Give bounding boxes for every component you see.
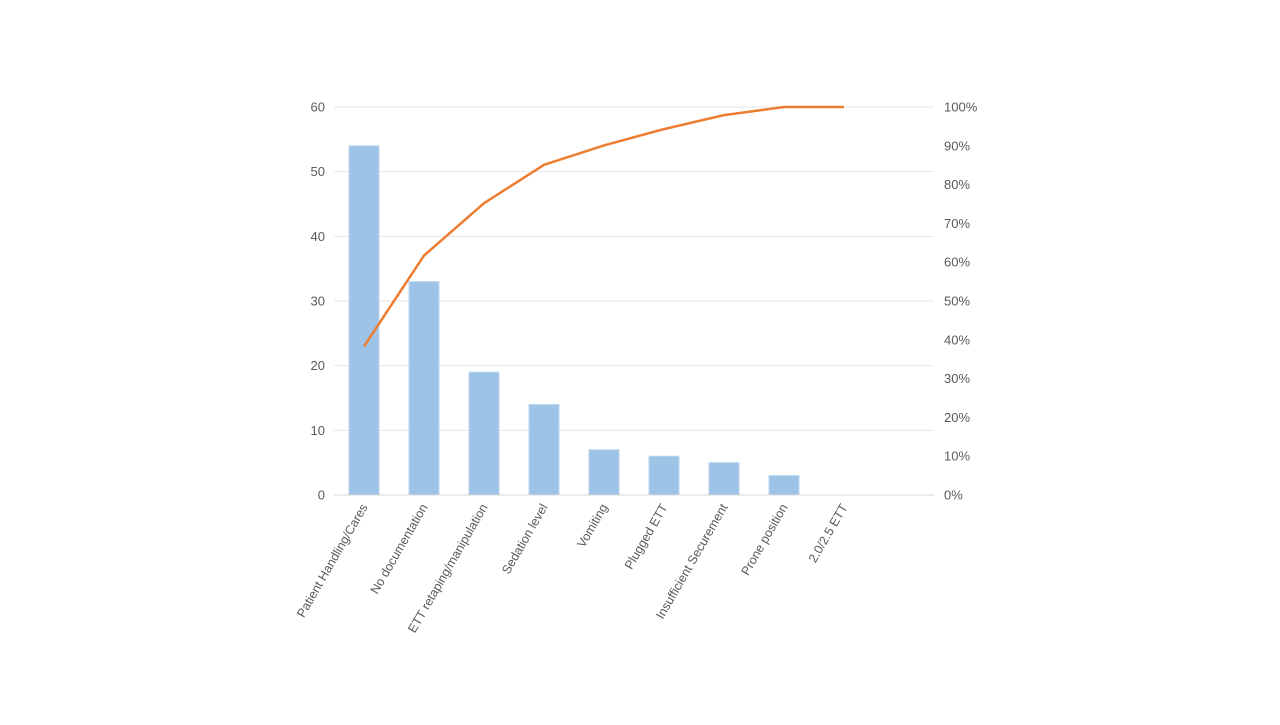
- category-label: Prone position: [739, 501, 791, 577]
- left-tick-label: 40: [311, 229, 325, 244]
- bar-series: [349, 146, 799, 495]
- bar-6: [649, 456, 679, 495]
- bar-8: [769, 476, 799, 495]
- left-axis-ticks: 0 10 20 30 40 50 60: [311, 100, 325, 503]
- right-tick-label: 90%: [944, 138, 970, 153]
- right-tick-label: 0%: [944, 488, 963, 503]
- category-label: 2.0/2.5 ETT: [806, 501, 851, 565]
- left-tick-label: 50: [311, 164, 325, 179]
- bar-2: [409, 282, 439, 495]
- right-axis-ticks: 0% 10% 20% 30% 40% 50% 60% 70% 80% 90% 100%: [944, 100, 978, 503]
- right-tick-label: 20%: [944, 410, 970, 425]
- category-label: Insufficient Securement: [653, 501, 731, 621]
- category-label: Patient Handling/Cares: [294, 502, 370, 620]
- left-tick-label: 30: [311, 294, 325, 309]
- right-tick-label: 50%: [944, 294, 970, 309]
- right-tick-label: 30%: [944, 371, 970, 386]
- bar-1: [349, 146, 379, 495]
- right-tick-label: 70%: [944, 216, 970, 231]
- left-tick-label: 60: [311, 100, 325, 115]
- category-label: Vomiting: [574, 501, 610, 550]
- right-tick-label: 100%: [944, 100, 978, 115]
- category-label: Sedation level: [499, 502, 550, 577]
- category-label: Plugged ETT: [622, 501, 671, 571]
- left-tick-label: 0: [318, 488, 325, 503]
- bar-4: [529, 404, 559, 495]
- bar-7: [709, 463, 739, 495]
- category-label: No documentation: [368, 501, 431, 596]
- bar-3: [469, 372, 499, 495]
- right-tick-label: 10%: [944, 449, 970, 464]
- right-tick-label: 60%: [944, 255, 970, 270]
- right-tick-label: 40%: [944, 332, 970, 347]
- bar-5: [589, 450, 619, 495]
- left-tick-label: 10: [311, 423, 325, 438]
- left-tick-label: 20: [311, 358, 325, 373]
- right-tick-label: 80%: [944, 177, 970, 192]
